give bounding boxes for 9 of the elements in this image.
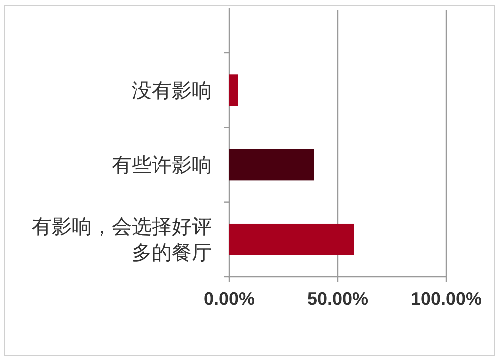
- x-tick-label: 100.00%: [410, 289, 482, 309]
- bar: [230, 74, 238, 106]
- bar: [230, 149, 314, 181]
- x-tick-label: 0.00%: [204, 289, 256, 309]
- y-tick-label: 有影响，会选择好评多的餐厅: [32, 214, 212, 265]
- y-tick-label: 没有影响: [132, 78, 212, 102]
- bar: [230, 224, 354, 256]
- x-tick-label: 50.00%: [307, 289, 369, 309]
- y-tick-label: 有些许影响: [112, 153, 212, 177]
